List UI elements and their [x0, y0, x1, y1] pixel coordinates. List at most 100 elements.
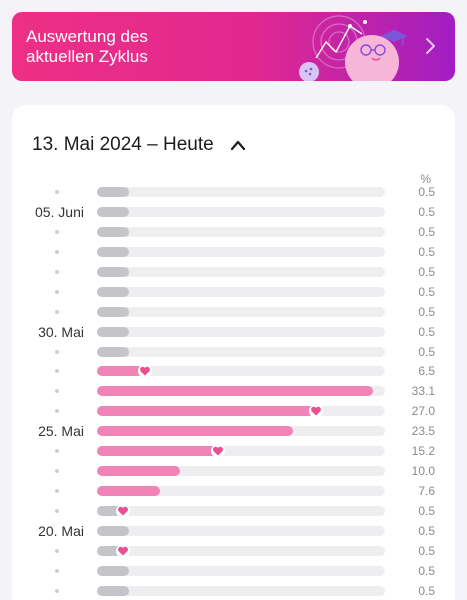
date-range-title: 13. Mai 2024 – Heute — [32, 134, 214, 155]
heart-icon — [116, 504, 130, 518]
probability-bar — [97, 206, 129, 217]
bar-track — [97, 266, 385, 277]
cycle-evaluation-banner[interactable]: Auswertung des aktuellen Zyklus — [12, 12, 455, 81]
probability-bar — [97, 286, 129, 297]
day-dot — [55, 249, 59, 254]
probability-bar — [97, 585, 129, 596]
probability-value: 0.5 — [418, 304, 435, 319]
day-dot — [55, 349, 59, 354]
bar-track — [97, 543, 385, 558]
probability-bar — [97, 226, 129, 237]
date-label: 25. Mai — [38, 423, 84, 440]
day-row: 15.2 — [12, 442, 455, 462]
bar-track — [97, 346, 385, 357]
bar-track — [97, 504, 385, 518]
day-dot — [55, 588, 59, 593]
probability-bar — [97, 366, 152, 377]
bar-track — [97, 466, 385, 477]
bar-track — [97, 404, 385, 419]
probability-bar — [97, 565, 129, 576]
probability-value: 0.5 — [418, 244, 435, 259]
probability-bar — [97, 386, 374, 397]
probability-value: 0.5 — [418, 563, 435, 578]
day-dot — [55, 229, 59, 234]
probability-value: 0.5 — [418, 324, 435, 339]
day-row: 0.5 — [12, 502, 455, 522]
probability-bar — [97, 545, 129, 556]
day-dot — [55, 548, 59, 553]
bar-track — [97, 306, 385, 317]
probability-bar — [97, 346, 129, 357]
day-dot — [55, 509, 59, 513]
day-dot — [55, 489, 59, 494]
bar-track — [97, 444, 385, 459]
day-row: 0.5 — [12, 542, 455, 562]
day-row: 0.5 — [12, 243, 455, 263]
probability-value: 10.0 — [411, 464, 435, 479]
heart-icon — [116, 543, 130, 558]
probability-value: 0.5 — [418, 504, 435, 518]
bar-track — [97, 364, 385, 379]
date-range-header[interactable]: 13. Mai 2024 – Heute — [32, 133, 246, 157]
day-dot — [55, 269, 59, 274]
day-dot — [55, 568, 59, 573]
day-row: 0.5 — [12, 343, 455, 363]
bar-track — [97, 246, 385, 257]
probability-bar — [97, 326, 129, 337]
probability-value: 6.5 — [418, 364, 435, 379]
chevron-right-icon — [426, 38, 435, 54]
day-dot — [55, 389, 59, 394]
probability-bar — [97, 426, 294, 437]
probability-bar — [97, 406, 323, 417]
day-dot — [55, 289, 59, 294]
bar-track — [97, 187, 385, 197]
banner-title: Auswertung des aktuellen Zyklus — [26, 27, 148, 66]
bar-track — [97, 386, 385, 397]
bar-track — [97, 525, 385, 536]
day-row: 25. Mai 23.5 — [12, 422, 455, 442]
heart-icon — [138, 364, 153, 379]
probability-bar — [97, 466, 181, 477]
day-dot — [55, 449, 59, 454]
probability-value: 15.2 — [411, 444, 435, 459]
bar-track — [97, 565, 385, 576]
probability-bar — [97, 486, 161, 497]
probability-rows: 0.5 05. Juni 0.5 0.5 0.5 0.5 0.5 0.5 30. Mai 0.5 0… — [12, 183, 455, 600]
day-dot — [55, 469, 59, 474]
bar-track — [97, 326, 385, 337]
chevron-up-icon[interactable] — [230, 139, 246, 151]
probability-bar — [97, 266, 129, 277]
date-label: 30. Mai — [38, 323, 84, 340]
day-row: 20. Mai 0.5 — [12, 522, 455, 542]
probability-value: 27.0 — [411, 404, 435, 419]
bar-track — [97, 206, 385, 217]
probability-value: 0.5 — [418, 583, 435, 598]
day-dot — [55, 369, 59, 374]
bar-track — [97, 286, 385, 297]
probability-value: 0.5 — [418, 523, 435, 538]
probability-value: 0.5 — [418, 284, 435, 299]
day-row: 0.5 — [12, 223, 455, 243]
probability-value: 0.5 — [418, 204, 435, 219]
day-row: 7.6 — [12, 482, 455, 502]
day-row: 0.5 — [12, 283, 455, 303]
heart-icon — [309, 404, 324, 419]
probability-value: 7.6 — [418, 484, 435, 499]
bar-track — [97, 426, 385, 437]
percent-header: % — [420, 172, 431, 186]
bar-track — [97, 486, 385, 497]
probability-bar — [97, 525, 129, 536]
probability-value: 0.5 — [418, 264, 435, 279]
probability-value: 33.1 — [411, 384, 435, 399]
date-label: 05. Juni — [34, 203, 84, 220]
day-dot — [55, 309, 59, 314]
day-row: 6.5 — [12, 362, 455, 382]
day-row: 0.5 — [12, 183, 455, 203]
probability-bar — [97, 187, 129, 197]
probability-bar — [97, 246, 129, 257]
bar-track — [97, 585, 385, 596]
probability-value: 0.5 — [418, 543, 435, 558]
day-row: 0.5 — [12, 562, 455, 582]
probability-value: 0.5 — [418, 185, 435, 199]
heart-icon — [210, 444, 225, 459]
